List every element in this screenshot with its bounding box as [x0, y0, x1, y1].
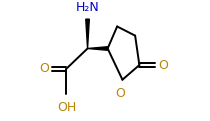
Polygon shape	[88, 47, 108, 50]
Text: H₂N: H₂N	[76, 1, 99, 14]
Text: O: O	[115, 87, 125, 100]
Text: O: O	[39, 62, 49, 75]
Text: OH: OH	[57, 101, 76, 114]
Text: O: O	[158, 59, 168, 72]
Polygon shape	[86, 19, 89, 49]
